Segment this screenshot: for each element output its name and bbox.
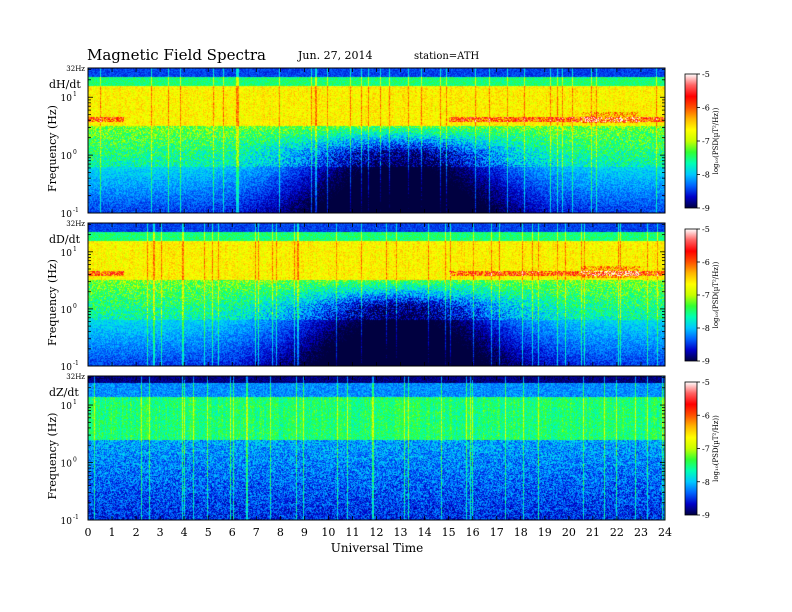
y-tick-label: 10 bbox=[61, 306, 73, 316]
x-tick-label: 15 bbox=[442, 526, 456, 539]
y-tick-label: 10 bbox=[61, 94, 73, 104]
x-tick-label: 13 bbox=[394, 526, 408, 539]
colorbar-tick-label: -7 bbox=[702, 291, 710, 300]
y-axis-label: Frequency (Hz) bbox=[46, 105, 59, 192]
colorbar bbox=[684, 73, 698, 209]
spectrogram-image bbox=[88, 223, 665, 366]
panel-label: dH/dt bbox=[49, 78, 81, 91]
x-tick-label: 12 bbox=[370, 526, 384, 539]
colorbar-tick-label: -9 bbox=[702, 357, 710, 366]
colorbar-tick-label: -9 bbox=[702, 511, 710, 520]
colorbar-tick-label: -7 bbox=[702, 137, 710, 146]
colorbar-label: log₁₀(PSD(µT²/Hz)) bbox=[712, 415, 720, 482]
x-tick-label: 19 bbox=[538, 526, 552, 539]
colorbar-tick-label: -5 bbox=[702, 225, 710, 234]
y-tick-label: 10 bbox=[61, 152, 73, 162]
y-tick-label: 10 bbox=[61, 363, 73, 373]
top-frequency-label: 32Hz bbox=[66, 65, 85, 73]
panel-label: dZ/dt bbox=[49, 386, 79, 399]
y-axis-label: Frequency (Hz) bbox=[46, 413, 59, 500]
x-tick-label: 2 bbox=[133, 526, 140, 539]
y-tick-exponent: 1 bbox=[73, 246, 77, 253]
panel-label: dD/dt bbox=[49, 233, 81, 246]
x-tick-label: 1 bbox=[109, 526, 116, 539]
y-tick-label: 10 bbox=[61, 210, 73, 220]
y-tick-label: 10 bbox=[61, 249, 73, 259]
x-tick-label: 6 bbox=[229, 526, 236, 539]
y-tick-exponent: 0 bbox=[73, 303, 77, 310]
colorbar-tick-label: -6 bbox=[702, 411, 710, 420]
x-tick-label: 4 bbox=[181, 526, 188, 539]
x-tick-label: 17 bbox=[490, 526, 504, 539]
colorbar-tick-label: -8 bbox=[702, 324, 710, 333]
colorbar-tick-label: -8 bbox=[702, 171, 710, 180]
chart-date: Jun. 27, 2014 bbox=[297, 49, 373, 62]
colorbar-tick-label: -5 bbox=[702, 70, 710, 79]
y-tick-exponent: -1 bbox=[73, 514, 79, 521]
chart-title: Magnetic Field Spectra bbox=[87, 46, 266, 64]
x-tick-label: 9 bbox=[301, 526, 308, 539]
colorbar-label: log₁₀(PSD(µT²/Hz)) bbox=[712, 107, 720, 174]
x-tick-label: 11 bbox=[345, 526, 359, 539]
colorbar-tick-label: -9 bbox=[702, 204, 710, 213]
station-label: station=ATH bbox=[414, 51, 480, 62]
y-tick-exponent: 1 bbox=[73, 91, 77, 98]
y-tick-label: 10 bbox=[61, 517, 73, 527]
y-tick-exponent: 0 bbox=[73, 457, 77, 464]
x-tick-label: 7 bbox=[253, 526, 260, 539]
y-tick-label: 10 bbox=[61, 402, 73, 412]
x-tick-label: 18 bbox=[514, 526, 528, 539]
top-frequency-label: 32Hz bbox=[66, 220, 85, 228]
x-tick-label: 14 bbox=[418, 526, 432, 539]
x-tick-label: 24 bbox=[658, 526, 672, 539]
y-tick-exponent: 0 bbox=[73, 149, 77, 156]
x-axis-label: Universal Time bbox=[331, 541, 424, 555]
colorbar bbox=[684, 228, 698, 362]
colorbar-tick-label: -6 bbox=[702, 104, 710, 113]
x-tick-label: 5 bbox=[205, 526, 212, 539]
y-tick-label: 10 bbox=[61, 460, 73, 470]
y-tick-exponent: -1 bbox=[73, 207, 79, 214]
x-tick-label: 8 bbox=[277, 526, 284, 539]
x-tick-label: 3 bbox=[157, 526, 164, 539]
colorbar bbox=[684, 381, 698, 516]
colorbar-label: log₁₀(PSD(µT²/Hz)) bbox=[712, 261, 720, 328]
y-axis-label: Frequency (Hz) bbox=[46, 259, 59, 346]
colorbar-tick-label: -7 bbox=[702, 445, 710, 454]
x-tick-label: 23 bbox=[634, 526, 648, 539]
x-tick-label: 21 bbox=[586, 526, 600, 539]
colorbar-tick-label: -5 bbox=[702, 378, 710, 387]
colorbar-tick-label: -8 bbox=[702, 478, 710, 487]
x-tick-label: 20 bbox=[562, 526, 576, 539]
x-tick-label: 16 bbox=[466, 526, 480, 539]
y-tick-exponent: -1 bbox=[73, 360, 79, 367]
x-tick-label: 10 bbox=[321, 526, 335, 539]
top-frequency-label: 32Hz bbox=[66, 373, 85, 381]
x-tick-label: 0 bbox=[85, 526, 92, 539]
x-tick-label: 22 bbox=[610, 526, 624, 539]
y-tick-exponent: 1 bbox=[73, 399, 77, 406]
spectrogram-image bbox=[88, 376, 665, 520]
spectrogram-image bbox=[88, 68, 665, 213]
x-axis: 0 1 2 3 4 5 6 7 8 9 10 11 12 13 14 15 16 17 18 19 20 21 22 23 24 bbox=[85, 526, 673, 539]
colorbar-tick-label: -6 bbox=[702, 258, 710, 267]
